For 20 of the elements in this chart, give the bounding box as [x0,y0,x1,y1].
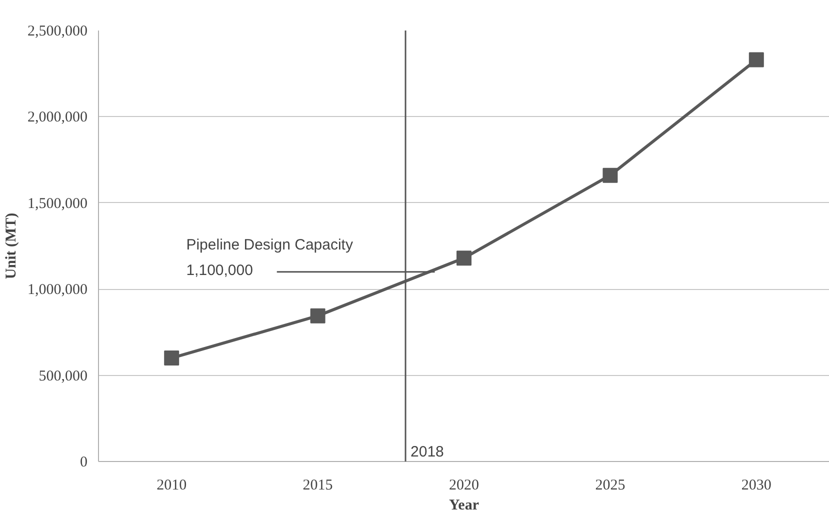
x-tick-label: 2015 [302,478,333,494]
x-tick-label: 2010 [156,478,187,494]
x-axis-title: Year [449,498,480,514]
point [456,250,472,266]
x-tick-label: 2020 [449,478,479,494]
ref-line-label: 2018 [410,444,444,460]
point [748,52,764,68]
y-tick-label: 500,000 [38,368,88,384]
y-tick-label: 1,500,000 [28,196,88,212]
point [164,350,180,366]
y-tick-label: 2,000,000 [28,110,88,126]
x-tick-label: 2025 [595,478,626,494]
ref-line-label: Pipeline Design Capacity 1,100,000 [186,236,354,280]
point [602,168,618,183]
y-tick-label: 0 [80,454,88,470]
point [310,308,326,324]
x-tick-label: 2030 [741,478,772,494]
y-axis-title: Unit (MT) [4,212,20,280]
y-tick-label: 1,000,000 [28,282,88,298]
y-tick-label: 2,500,000 [28,24,88,40]
